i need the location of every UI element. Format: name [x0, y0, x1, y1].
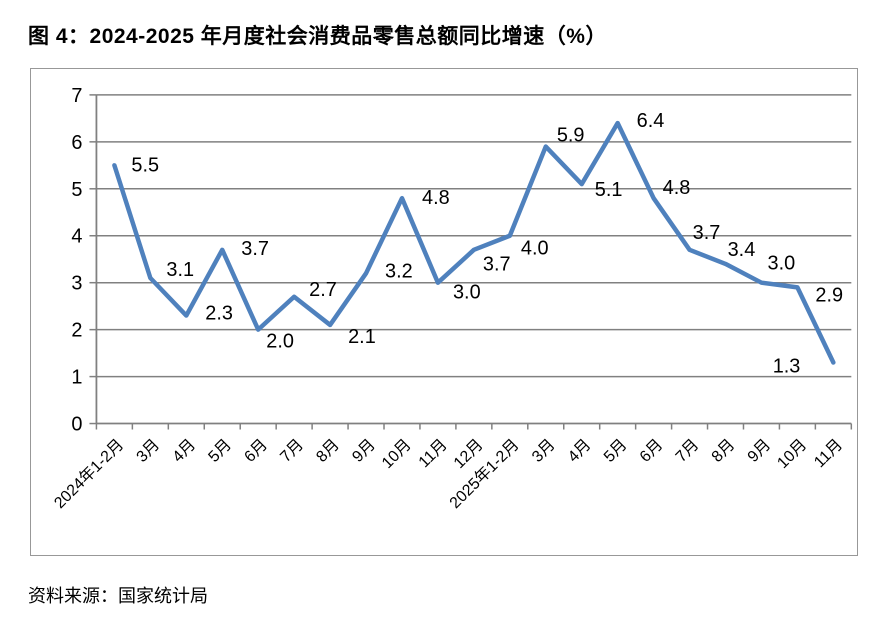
x-axis-label: 4月: [170, 436, 200, 466]
data-point-label: 2.9: [815, 284, 843, 306]
data-point-label: 3.7: [483, 254, 511, 276]
x-axis-label: 5月: [601, 436, 631, 466]
data-point-label: 3.1: [166, 259, 194, 281]
x-axis-label: 9月: [349, 436, 379, 466]
x-axis-label: 3月: [529, 436, 559, 466]
y-tick-label: 1: [71, 367, 82, 389]
y-tick-label: 5: [71, 179, 82, 201]
x-axis-label: 6月: [637, 436, 667, 466]
data-point-label: 5.5: [131, 154, 159, 176]
data-point-label: 3.4: [728, 239, 756, 261]
data-point-label: 3.7: [693, 222, 721, 244]
data-point-label: 2.0: [266, 331, 294, 353]
x-axis-label: 2024年1-2月: [51, 436, 128, 513]
data-point-label: 4.8: [422, 187, 450, 209]
data-point-label: 5.9: [557, 125, 585, 147]
x-axis-label: 7月: [277, 436, 307, 466]
figure-title: 图 4：2024-2025 年月度社会消费品零售总额同比增速（%）: [28, 25, 607, 48]
data-point-label: 3.0: [453, 282, 481, 304]
x-axis-label: 3月: [134, 436, 164, 466]
data-point-label: 3.2: [385, 260, 413, 282]
data-point-label: 3.7: [241, 238, 269, 260]
data-point-label: 3.0: [768, 253, 796, 275]
y-tick-label: 7: [71, 85, 82, 107]
x-axis-label: 4月: [565, 436, 595, 466]
y-tick-label: 4: [71, 226, 82, 248]
source-note: 资料来源：国家统计局: [28, 586, 208, 606]
data-point-label: 4.8: [663, 177, 691, 199]
data-point-label: 4.0: [521, 238, 549, 260]
data-point-label: 6.4: [637, 110, 665, 132]
data-point-label: 2.3: [205, 303, 233, 325]
data-point-label: 5.1: [595, 179, 623, 201]
y-tick-label: 3: [71, 273, 82, 295]
x-axis-label: 10月: [774, 436, 810, 472]
data-point-label: 1.3: [773, 355, 801, 377]
data-point-label: 2.1: [348, 326, 376, 348]
x-axis-label: 6月: [241, 436, 271, 466]
x-axis-label: 10月: [379, 436, 415, 472]
x-axis-label: 8月: [313, 436, 343, 466]
y-tick-label: 0: [71, 414, 82, 436]
x-axis-label: 11月: [416, 436, 451, 471]
x-axis-label: 11月: [811, 436, 846, 471]
x-axis-label: 9月: [745, 436, 775, 466]
chart-area: 0 1 2 3 4 5 6 7 2024年1-2月 3月 4月 5月 6月 7月 8月 9月 10月 11月 12月…: [30, 68, 858, 556]
data-point-label: 2.7: [309, 279, 337, 301]
x-axis-label: 7月: [673, 436, 703, 466]
y-tick-label: 2: [71, 320, 82, 342]
x-axis-label: 5月: [205, 436, 235, 466]
y-tick-label: 6: [71, 132, 82, 154]
x-axis-label: 8月: [709, 436, 739, 466]
series-line: [112, 120, 836, 365]
